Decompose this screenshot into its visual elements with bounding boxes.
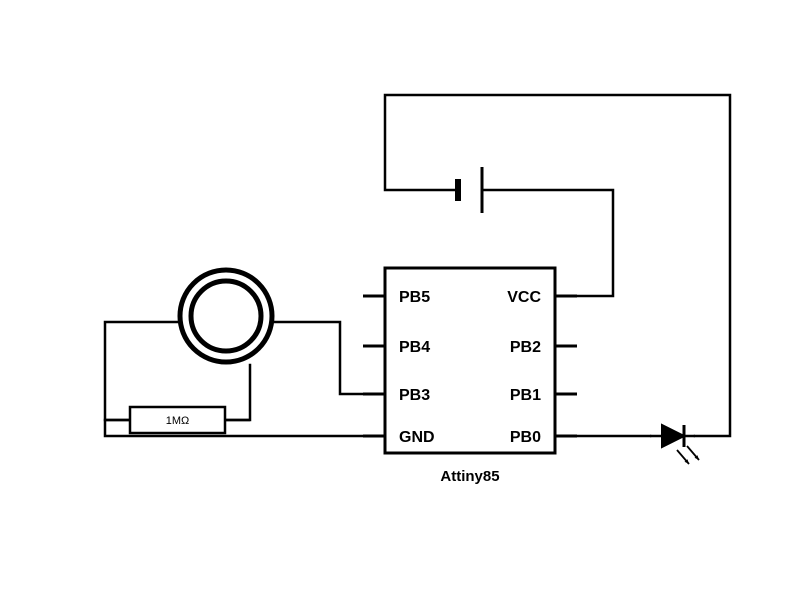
resistor-label: 1MΩ [166, 415, 190, 427]
pin-label-pb3: PB3 [399, 387, 430, 404]
pin-label-pb0: PB0 [510, 429, 541, 446]
pin-label-vcc: VCC [507, 289, 541, 306]
wire [225, 365, 250, 420]
pin-label-pb1: PB1 [510, 387, 541, 404]
pin-label-pb2: PB2 [510, 339, 541, 356]
wire [105, 322, 180, 420]
pin-label-gnd: GND [399, 429, 435, 446]
pin-label-pb5: PB5 [399, 289, 430, 306]
wire [271, 322, 363, 394]
chip-label: Attiny85 [440, 468, 499, 485]
led-triangle [662, 425, 684, 447]
circuit-diagram: 1MΩ PB5 PB4 PB3 GND VCC PB2 PB1 PB0 Attiny85 [0, 0, 792, 612]
pin-label-pb4: PB4 [399, 339, 430, 356]
coil-outer [180, 270, 272, 362]
